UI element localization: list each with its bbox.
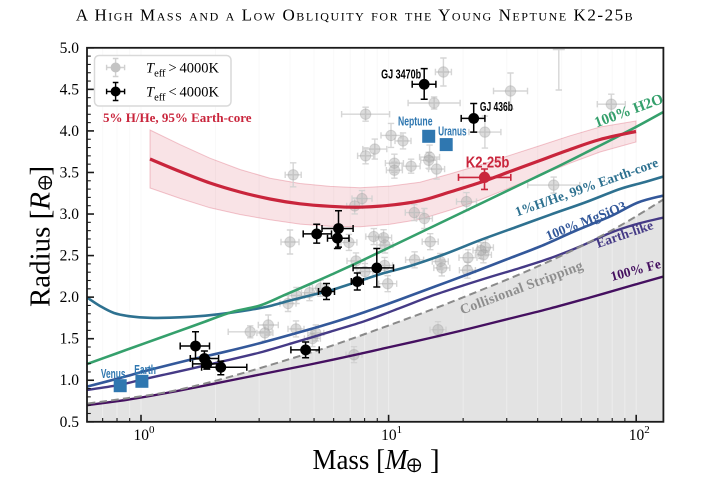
svg-text:GJ 436b: GJ 436b xyxy=(480,99,513,114)
svg-text:4.0: 4.0 xyxy=(60,123,80,140)
svg-text:Radius [R: Radius [R xyxy=(25,192,57,307)
svg-text:3.0: 3.0 xyxy=(60,206,80,223)
svg-text:5% H/He, 95% Earth-core: 5% H/He, 95% Earth-core xyxy=(103,110,252,125)
svg-text:2.0: 2.0 xyxy=(60,289,80,306)
svg-text:]: ] xyxy=(25,166,57,176)
svg-text:]: ] xyxy=(430,444,440,476)
svg-text:Earth: Earth xyxy=(134,362,156,377)
svg-text:4.5: 4.5 xyxy=(60,81,80,98)
svg-text:Venus: Venus xyxy=(101,366,126,381)
svg-text:2.5: 2.5 xyxy=(60,248,80,265)
svg-text:1.0: 1.0 xyxy=(60,372,80,389)
svg-text:Mass [M: Mass [M xyxy=(313,444,410,476)
svg-text:3.5: 3.5 xyxy=(60,165,80,182)
svg-text:Uranus: Uranus xyxy=(438,124,467,139)
svg-text:Neptune: Neptune xyxy=(398,113,433,128)
svg-text:GJ 3470b: GJ 3470b xyxy=(381,67,421,82)
svg-text:Teff > 4000K: Teff > 4000K xyxy=(146,61,220,80)
svg-text:5.0: 5.0 xyxy=(60,40,80,57)
svg-text:K2-25b: K2-25b xyxy=(466,155,510,172)
svg-text:0.5: 0.5 xyxy=(60,414,80,431)
svg-text:Teff < 4000K: Teff < 4000K xyxy=(146,85,220,104)
svg-text:A High Mass and a Low Obliquit: A High Mass and a Low Obliquity for the … xyxy=(76,6,635,25)
svg-text:1.5: 1.5 xyxy=(60,331,80,348)
